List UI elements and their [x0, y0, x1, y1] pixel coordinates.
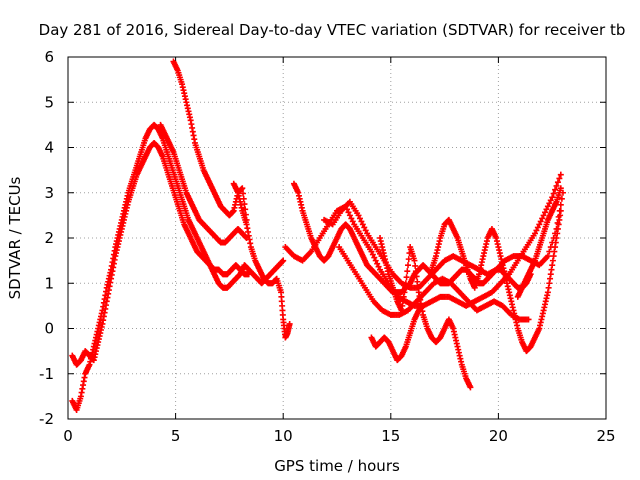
chart-title: Day 281 of 2016, Sidereal Day-to-day VTE… — [39, 21, 626, 39]
data-point — [557, 185, 564, 192]
data-point — [405, 262, 412, 269]
data-point — [553, 182, 560, 189]
series-5 — [230, 180, 293, 341]
series-10 — [368, 302, 427, 364]
series-12 — [428, 207, 564, 355]
x-tick-label: 25 — [596, 427, 615, 445]
data-point — [245, 271, 252, 278]
series-3 — [157, 121, 250, 246]
data-point — [557, 207, 564, 214]
x-tick-label: 10 — [274, 427, 293, 445]
x-tick-label: 0 — [63, 427, 73, 445]
data-point — [536, 221, 543, 228]
data-point — [345, 209, 352, 216]
data-point — [239, 185, 246, 192]
data-point — [546, 200, 553, 207]
data-point — [557, 171, 564, 178]
y-tick-label: 0 — [44, 320, 54, 338]
data-point — [525, 316, 532, 323]
data-point — [557, 201, 564, 208]
data-point — [549, 194, 556, 201]
data-point — [413, 273, 420, 280]
plot-frame — [67, 56, 607, 420]
data-point — [539, 215, 546, 222]
data-point — [412, 262, 419, 269]
x-axis-label: GPS time / hours — [274, 457, 400, 475]
axis-ticks: 0 5 10 15 20 25 -2 -1 0 1 2 3 4 5 6 — [39, 48, 616, 445]
data-point — [546, 248, 553, 255]
data-point — [544, 253, 551, 260]
data-point — [540, 212, 547, 219]
data-point — [533, 227, 540, 234]
data-point — [361, 224, 368, 231]
data-point — [552, 186, 559, 193]
y-tick-label: 5 — [44, 93, 54, 111]
data-point — [542, 209, 549, 216]
data-point — [362, 227, 369, 234]
y-tick-label: 6 — [44, 48, 54, 66]
series-13 — [514, 185, 564, 300]
data-point — [375, 263, 382, 270]
data-point — [358, 218, 365, 225]
data-point — [355, 212, 362, 219]
y-tick-label: 1 — [44, 274, 54, 292]
data-point — [411, 257, 418, 264]
y-axis-label: SDTVAR / TECUs — [6, 176, 24, 299]
data-point — [349, 218, 356, 225]
data-point — [412, 268, 419, 275]
data-point — [537, 218, 544, 225]
data-point — [371, 254, 378, 261]
data-point — [372, 257, 379, 264]
data-point — [534, 224, 541, 231]
y-tick-label: -1 — [39, 365, 54, 383]
data-point — [414, 278, 421, 285]
data-point — [404, 268, 411, 275]
data-point — [368, 248, 375, 255]
data-point — [554, 179, 561, 186]
data-point — [348, 215, 355, 222]
data-point — [280, 257, 287, 264]
data-point — [369, 251, 376, 258]
data-point — [403, 274, 410, 281]
data-point — [415, 284, 422, 291]
data-point — [550, 190, 557, 197]
data-point — [346, 212, 353, 219]
data-point — [405, 256, 412, 263]
series-9 — [336, 244, 532, 323]
data-point — [374, 260, 381, 267]
x-tick-label: 15 — [381, 427, 400, 445]
y-tick-label: 2 — [44, 229, 54, 247]
data-points — [69, 58, 566, 413]
series-11 — [377, 235, 474, 391]
data-point — [543, 206, 550, 213]
y-tick-label: -2 — [39, 410, 54, 428]
data-point — [240, 190, 247, 197]
data-point — [467, 384, 474, 391]
data-point — [544, 203, 551, 210]
y-tick-label: 3 — [44, 184, 54, 202]
y-tick-label: 4 — [44, 139, 54, 157]
series-2 — [69, 139, 252, 368]
data-point — [556, 175, 563, 182]
data-point — [547, 197, 554, 204]
data-point — [531, 230, 538, 237]
x-tick-label: 5 — [171, 427, 181, 445]
data-point — [359, 221, 366, 228]
data-point — [402, 280, 409, 287]
data-point — [356, 215, 363, 222]
x-tick-label: 20 — [489, 427, 508, 445]
data-point — [286, 320, 293, 327]
